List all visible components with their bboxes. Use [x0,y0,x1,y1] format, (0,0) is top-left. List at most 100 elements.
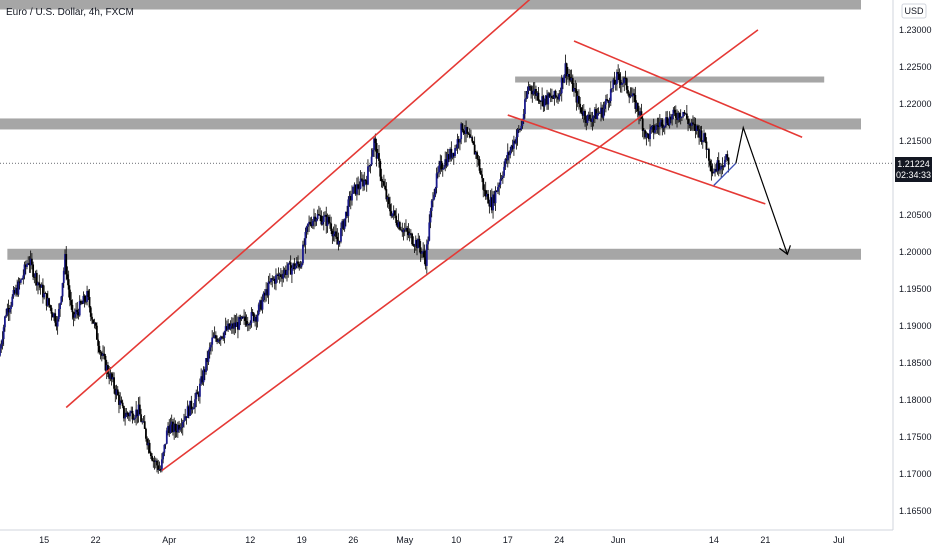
candle-body [494,190,497,204]
candle-body [132,419,135,420]
price-tick-label: 1.18000 [899,395,932,405]
candle-body [452,152,455,157]
price-tick-label: 1.19500 [899,284,932,294]
candle-body [116,389,119,395]
price-tick-label: 1.20000 [899,247,932,257]
time-ticks: 15 22 Apr 12 19 26 May 10 17 24 Jun 14 21 Jul [39,535,845,545]
candle-body [136,409,139,416]
candle-body [416,239,418,249]
candle-body [168,426,171,434]
time-axis[interactable]: 15 22 Apr 12 19 26 May 10 17 24 Jun 14 21 Jul [0,529,932,550]
candle-body [357,184,360,189]
price-tick-label: 1.21500 [899,136,932,146]
candle-body [643,130,645,132]
candle-body [717,160,720,171]
candle-body [356,184,358,195]
candle-body [1,339,4,345]
time-tick-label: 15 [39,535,49,545]
candle-body [170,421,173,425]
candle-body [521,121,524,126]
candle-body [212,337,215,339]
candle-body [425,244,428,266]
candle-body [178,424,180,430]
price-axis[interactable]: 1.16500 1.17000 1.17500 1.18000 1.18500 1.190… [892,0,932,530]
candle-body [535,89,537,96]
candle-body [589,114,591,119]
candle-body [191,408,194,410]
candle-body [67,279,70,290]
candle-body [319,214,322,216]
price-label-box [895,157,932,182]
candle-body [99,352,102,353]
candle-body [576,95,579,103]
candle-body [671,114,674,120]
candle-body [121,402,124,407]
candle-body [558,94,561,100]
candle-body [158,469,161,471]
candle-body [341,221,344,229]
candle-body [57,309,60,320]
candle-body [348,196,351,200]
candle-body [536,92,539,96]
candle-body [712,172,715,174]
candle-body [627,89,629,94]
candle-body [146,438,149,446]
candle-body [681,116,683,118]
candle-body [72,312,75,318]
candle-body [644,130,647,138]
candle-body [335,231,337,237]
candle-body [371,149,374,157]
candle-body [206,358,209,362]
candle-body [380,176,383,182]
candle-body [194,399,196,408]
candle-body [17,281,20,295]
candle-body [159,469,162,471]
candle-body [677,112,680,120]
candle-body [527,86,530,91]
candle-body [555,96,558,98]
candle-body [439,161,442,166]
mid-zone [0,118,861,130]
candle-body [98,345,101,353]
time-tick-label: Jul [833,535,845,545]
candle-body [544,95,547,99]
candle-body [126,412,129,415]
candle-body [11,296,14,306]
candle-body [147,442,150,446]
candle-body [349,196,352,201]
candle-body [586,115,589,123]
candle-body [668,116,671,125]
candle-body [612,79,615,89]
candle-body [270,278,272,283]
candle-body [582,111,585,116]
candle-body [656,125,659,127]
candle-body [514,140,517,144]
candle-body [714,168,716,173]
candle-body [78,301,81,316]
candle-body [62,270,65,284]
candle-body [525,97,528,100]
candle-body [510,145,513,151]
candle-body [248,324,250,326]
candle-body [390,211,393,217]
candle-body [386,197,389,200]
candle-body [715,168,718,172]
candle-body [619,79,622,85]
candle-body [385,189,388,200]
candle-body [313,216,315,221]
candle-body [40,284,43,288]
candle-body [208,347,211,352]
candle-body [379,160,382,177]
candle-body [153,460,156,462]
candle-body [663,125,666,128]
time-tick-label: 21 [760,535,770,545]
candle-body [506,152,509,161]
price-tick-label: 1.22000 [899,99,932,109]
currency-badge[interactable] [901,3,927,19]
candle-body [245,320,248,326]
candle-body [154,460,157,462]
candle-body [466,127,469,134]
zones-layer [0,0,862,260]
time-tick-label: 14 [709,535,719,545]
